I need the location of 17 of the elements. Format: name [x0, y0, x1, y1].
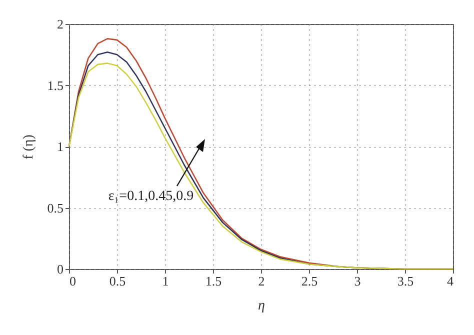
x-tick-label: 0.5: [109, 274, 126, 288]
y-tick-label: 0: [57, 262, 64, 276]
y-axis-title: f (η): [21, 134, 36, 160]
x-tick-label: 4: [447, 274, 454, 288]
x-tick-label: 2.5: [301, 274, 318, 288]
y-tick-label: 1: [57, 139, 64, 154]
x-tick-label: 3: [354, 274, 361, 288]
x-tick-label: 2: [258, 274, 265, 288]
x-axis-title: η: [258, 298, 266, 314]
x-tick-label: 1: [162, 274, 169, 288]
y-tick-label: 2: [57, 16, 64, 32]
y-tick-label: 0.5: [47, 200, 64, 216]
x-tick-label: 3.5: [397, 274, 414, 288]
y-tick-label: 1.5: [47, 78, 64, 93]
x-tick-label: 0: [70, 274, 76, 288]
x-tick-label: 1.5: [205, 274, 222, 288]
annotation: ε₁=0.1,0.45,0.9: [108, 189, 194, 204]
